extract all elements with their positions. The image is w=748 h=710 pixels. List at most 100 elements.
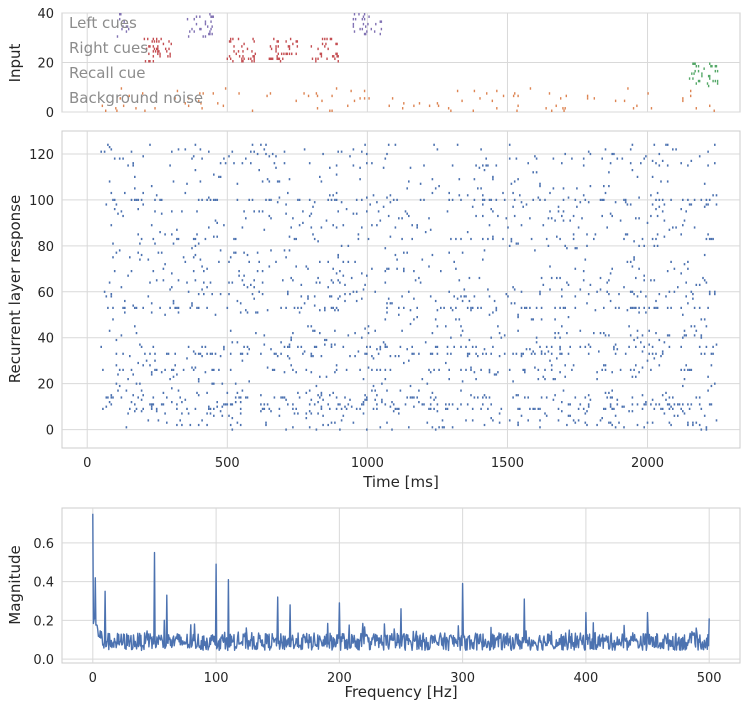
input-spike xyxy=(152,45,155,48)
recurrent-spike xyxy=(450,352,452,355)
recurrent-spike xyxy=(355,198,358,201)
recurrent-spike xyxy=(409,384,412,388)
input-spike xyxy=(278,57,281,61)
recurrent-spike xyxy=(320,394,323,397)
recurrent-spike xyxy=(428,368,430,371)
recurrent-spike xyxy=(493,373,496,376)
recurrent-spike xyxy=(282,396,284,399)
recurrent-spike xyxy=(125,426,128,429)
recurrent-spike xyxy=(361,336,363,339)
input-spike xyxy=(352,25,355,28)
recurrent-spike xyxy=(517,313,519,316)
recurrent-spike xyxy=(283,249,286,252)
input-spike xyxy=(335,87,338,90)
recurrent-spike xyxy=(308,410,311,413)
recurrent-spike xyxy=(118,368,121,371)
recurrent-spike xyxy=(350,405,353,408)
recurrent-spike xyxy=(554,336,556,339)
recurrent-spike xyxy=(342,345,345,348)
recurrent-spike xyxy=(653,306,656,309)
recurrent-spike xyxy=(552,157,555,160)
recurrent-spike xyxy=(171,233,173,236)
recurrent-spike xyxy=(534,249,536,252)
input-spike xyxy=(159,55,161,58)
recurrent-spike xyxy=(329,295,331,298)
input-spike xyxy=(709,104,711,108)
recurrent-spike xyxy=(445,403,447,406)
recurrent-spike xyxy=(513,302,516,305)
recurrent-spike xyxy=(129,355,131,358)
input-spike xyxy=(697,79,700,83)
input-spike xyxy=(145,47,148,51)
recurrent-spike xyxy=(599,419,602,422)
recurrent-spike xyxy=(184,148,187,151)
recurrent-spike xyxy=(315,384,318,388)
recurrent-spike xyxy=(344,405,346,408)
recurrent-spike xyxy=(450,306,452,309)
recurrent-spike xyxy=(561,295,563,298)
recurrent-spike xyxy=(308,162,311,165)
recurrent-spike xyxy=(124,306,126,309)
recurrent-spike xyxy=(354,355,356,358)
recurrent-spike xyxy=(401,295,403,298)
input-spike xyxy=(551,109,553,112)
recurrent-spike xyxy=(127,164,129,167)
recurrent-spike xyxy=(658,338,661,342)
recurrent-spike xyxy=(224,403,227,406)
recurrent-spike xyxy=(640,341,642,344)
recurrent-spike xyxy=(384,247,387,250)
input-spike xyxy=(251,60,253,63)
recurrent-spike xyxy=(411,396,413,399)
recurrent-spike xyxy=(268,180,271,183)
recurrent-spike xyxy=(554,394,556,397)
recurrent-spike xyxy=(197,293,200,296)
recurrent-spike xyxy=(465,368,467,371)
recurrent-spike xyxy=(416,306,418,309)
recurrent-spike xyxy=(315,281,318,284)
recurrent-spike xyxy=(482,352,484,355)
recurrent-spike xyxy=(456,143,459,146)
recurrent-spike xyxy=(221,414,224,417)
input-spike xyxy=(366,30,368,33)
recurrent-spike xyxy=(256,270,259,273)
recurrent-spike xyxy=(255,332,257,335)
recurrent-spike xyxy=(364,398,366,401)
recurrent-spike xyxy=(503,352,506,355)
recurrent-spike xyxy=(192,368,195,371)
recurrent-spike xyxy=(112,198,114,201)
recurrent-spike xyxy=(330,343,333,346)
recurrent-spike xyxy=(513,288,516,291)
recurrent-spike xyxy=(480,187,482,190)
recurrent-spike xyxy=(209,281,212,284)
recurrent-spike xyxy=(673,403,676,406)
recurrent-spike xyxy=(544,352,546,355)
recurrent-spike xyxy=(460,345,462,348)
recurrent-spike xyxy=(687,423,689,427)
input-spike xyxy=(329,37,332,41)
recurrent-spike xyxy=(169,288,171,291)
recurrent-spike xyxy=(651,203,654,206)
recurrent-spike xyxy=(122,306,124,309)
recurrent-spike xyxy=(655,198,657,201)
recurrent-spike xyxy=(117,212,119,215)
recurrent-spike xyxy=(366,352,368,355)
recurrent-spike xyxy=(532,318,534,321)
recurrent-spike xyxy=(517,407,519,410)
recurrent-spike xyxy=(317,240,319,243)
recurrent-spike xyxy=(137,396,139,399)
input-spike xyxy=(152,55,155,58)
input-spike xyxy=(211,15,213,18)
input-spike xyxy=(330,37,333,41)
recurrent-spike xyxy=(171,286,173,289)
recurrent-spike xyxy=(337,150,339,153)
recurrent-spike xyxy=(320,226,323,229)
recurrent-spike xyxy=(495,306,498,309)
recurrent-spike xyxy=(461,380,464,383)
recurrent-spike xyxy=(458,318,461,321)
recurrent-spike xyxy=(265,143,267,146)
recurrent-spike xyxy=(251,143,254,146)
recurrent-spike xyxy=(332,391,334,394)
recurrent-spike xyxy=(566,423,568,427)
input-spike xyxy=(285,40,287,43)
recurrent-spike xyxy=(465,345,467,348)
